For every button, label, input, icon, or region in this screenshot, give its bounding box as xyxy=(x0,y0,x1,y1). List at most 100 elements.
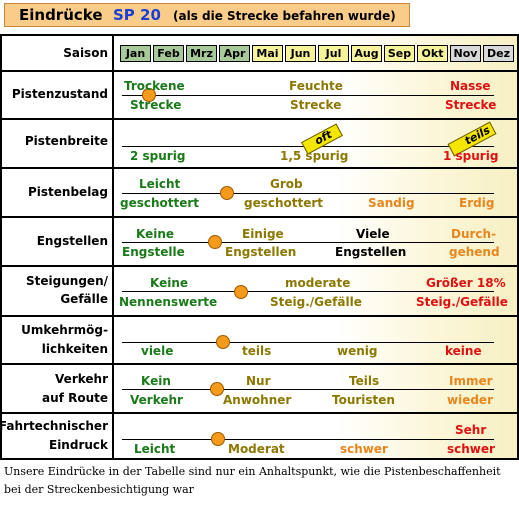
option-text: Strecke xyxy=(445,98,497,112)
table-gradient xyxy=(114,36,517,458)
title-subtitle: (als die Strecke befahren wurde) xyxy=(173,9,396,23)
month-cell: Nov xyxy=(450,45,481,62)
month-cell: Jun xyxy=(285,45,316,62)
row-separator xyxy=(2,315,517,317)
row-steigungen: Steigungen/ Gefälle Keine Nennenswerte m… xyxy=(2,267,517,315)
option-text: Keine xyxy=(150,276,189,290)
row-separator xyxy=(2,118,517,120)
option-text: Teils xyxy=(349,374,380,388)
option-text: Leicht xyxy=(139,177,181,191)
title-code: SP 20 xyxy=(113,6,161,24)
row-verkehr: Verkehr auf Route Kein Verkehr Nur Anwoh… xyxy=(2,365,517,412)
rating-marker xyxy=(216,335,230,349)
option-text: gehend xyxy=(449,245,500,259)
row-label-line2: auf Route xyxy=(42,391,108,405)
option-text: wenig xyxy=(337,344,378,358)
scale-line xyxy=(122,342,494,343)
row-separator xyxy=(2,70,517,72)
row-separator xyxy=(2,412,517,414)
month-cell: Aug xyxy=(351,45,382,62)
row-pistenbelag: Pistenbelag Leicht geschottert Grob gesc… xyxy=(2,169,517,216)
row-label: Fahrtechnischer xyxy=(0,419,108,433)
option-text: Sehr xyxy=(455,423,487,437)
option-text: teils xyxy=(242,344,272,358)
option-text: Grob xyxy=(270,177,303,191)
month-cell: Jul xyxy=(318,45,349,62)
title-bar: Eindrücke SP 20 (als die Strecke befahre… xyxy=(4,3,410,27)
rating-marker xyxy=(234,285,248,299)
column-divider xyxy=(112,36,114,458)
option-text: 1 spurig xyxy=(443,149,499,163)
rating-marker xyxy=(211,432,225,446)
month-cell: Dez xyxy=(483,45,514,62)
option-text: Touristen xyxy=(332,393,395,407)
option-text: geschottert xyxy=(244,196,324,210)
month-cell: Okt xyxy=(417,45,448,62)
row-umkehr: Umkehrmög- lichkeiten viele teils wenig … xyxy=(2,317,517,363)
option-text: Anwohner xyxy=(223,393,292,407)
option-text: Engstelle xyxy=(122,245,185,259)
row-label: Pistenzustand xyxy=(11,87,108,101)
scale-line xyxy=(122,291,494,292)
row-label-line2: lichkeiten xyxy=(41,342,108,356)
row-separator xyxy=(2,363,517,365)
option-text: Keine xyxy=(136,227,175,241)
option-text: Viele xyxy=(356,227,390,241)
option-text: wieder xyxy=(447,393,493,407)
option-text: Immer xyxy=(449,374,493,388)
option-text: Leicht xyxy=(134,442,176,456)
option-text: 1,5 spurig xyxy=(280,149,349,163)
option-text: Durch- xyxy=(451,227,497,241)
season-label: Saison xyxy=(63,46,108,60)
option-text: schwer xyxy=(340,442,388,456)
title-prefix: Eindrücke xyxy=(19,6,103,24)
option-text: Feuchte xyxy=(289,79,343,93)
row-label: Steigungen/ xyxy=(26,274,108,288)
option-text: Einige xyxy=(242,227,284,241)
option-text: Verkehr xyxy=(130,393,183,407)
scale-line xyxy=(122,193,494,194)
season-months: Jan Feb Mrz Apr Mai Jun Jul Aug Sep Okt Nov Dez xyxy=(120,45,516,62)
row-separator xyxy=(2,167,517,169)
option-text: Größer 18% xyxy=(426,276,506,290)
rating-marker xyxy=(210,382,224,396)
row-label: Verkehr xyxy=(55,372,108,386)
row-pistenbreite: Pistenbreite oft teils 2 spurig 1,5 spur… xyxy=(2,120,517,167)
option-text: Nur xyxy=(246,374,271,388)
option-text: Kein xyxy=(141,374,171,388)
row-label-line2: Eindruck xyxy=(49,438,108,452)
option-text: 2 spurig xyxy=(130,149,186,163)
scale-line xyxy=(122,439,494,440)
row-label: Pistenbreite xyxy=(24,134,108,148)
month-cell: Apr xyxy=(219,45,250,62)
row-pistenzustand: Pistenzustand Trockene Strecke Feuchte S… xyxy=(2,72,517,118)
option-text: Strecke xyxy=(130,98,182,112)
option-text: Engstellen xyxy=(335,245,407,259)
option-text: Moderat xyxy=(228,442,285,456)
option-text: Steig./Gefälle xyxy=(416,295,508,309)
row-separator xyxy=(2,265,517,267)
option-text: viele xyxy=(141,344,174,358)
month-cell: Jan xyxy=(120,45,151,62)
month-cell: Feb xyxy=(153,45,184,62)
scale-line xyxy=(122,389,494,390)
row-separator xyxy=(2,216,517,218)
option-text: schwer xyxy=(447,442,495,456)
rating-marker xyxy=(220,186,234,200)
row-label: Pistenbelag xyxy=(28,185,108,199)
month-cell: Mai xyxy=(252,45,283,62)
scale-line xyxy=(122,95,494,96)
impressions-table: Saison Jan Feb Mrz Apr Mai Jun Jul Aug Sep Okt Nov… xyxy=(0,34,519,460)
option-text: geschottert xyxy=(120,196,200,210)
row-label-line2: Gefälle xyxy=(60,292,108,306)
option-text: keine xyxy=(445,344,482,358)
row-label: Engstellen xyxy=(36,234,108,248)
rating-marker xyxy=(142,88,156,102)
month-cell: Sep xyxy=(384,45,415,62)
option-text: Strecke xyxy=(290,98,342,112)
scale-line xyxy=(122,242,494,243)
row-engstellen: Engstellen Keine Engstelle Einige Engste… xyxy=(2,218,517,265)
option-text: Erdig xyxy=(459,196,495,210)
row-label: Umkehrmög- xyxy=(21,323,108,337)
rating-marker xyxy=(208,235,222,249)
